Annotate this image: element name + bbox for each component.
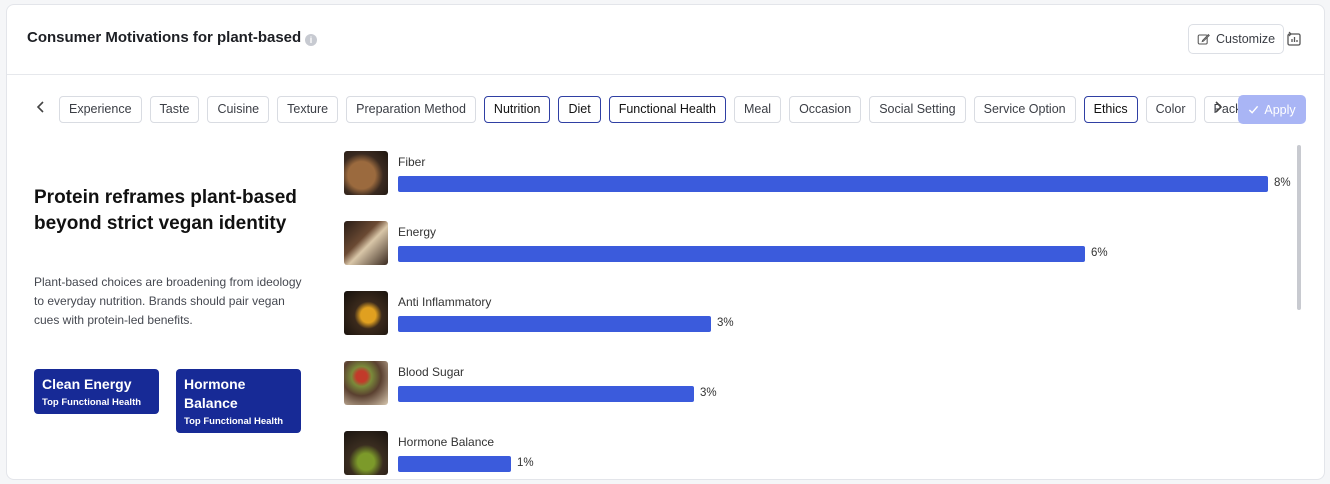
bar-value-label: 3% [717, 317, 734, 329]
badge-title: Clean Energy [42, 376, 132, 392]
chart-row: Anti Inflammatory 3% [342, 285, 1302, 335]
bar[interactable] [398, 316, 711, 332]
bar-label: Fiber [398, 155, 426, 169]
apply-label: Apply [1264, 102, 1296, 117]
edit-icon [1197, 33, 1210, 44]
chart-row: Energy 6% [342, 215, 1302, 265]
filter-chip-color[interactable]: Color [1145, 96, 1196, 123]
motivation-thumbnail [344, 221, 388, 265]
bar[interactable] [398, 386, 694, 402]
info-icon[interactable]: i [305, 34, 317, 46]
badge-clean-energy: Clean Energy Top Functional Health [34, 369, 159, 414]
filter-chip-preparation-method[interactable]: Preparation Method [346, 96, 476, 123]
filter-chip-cuisine[interactable]: Cuisine [207, 96, 270, 123]
bar-label: Anti Inflammatory [398, 295, 492, 309]
chart-row: Fiber 8% [342, 145, 1302, 195]
bar[interactable] [398, 176, 1268, 192]
filter-chip-functional-health[interactable]: Functional Health [608, 96, 726, 123]
filter-chip-nutrition[interactable]: Nutrition [483, 96, 551, 123]
bar-value-label: 8% [1274, 177, 1291, 189]
bar-value-label: 6% [1091, 247, 1108, 259]
insight-headline: Protein reframes plant-based beyond stri… [34, 187, 297, 234]
motivation-bar-chart: Fiber 8% Energy 6% Anti Inflammatory 3% Blood … [342, 145, 1302, 479]
filter-chips: Experience Taste Cuisine Texture Preparation… [59, 96, 1282, 123]
filter-chip-meal[interactable]: Meal [733, 96, 782, 123]
bar-label: Hormone Balance [398, 435, 495, 449]
badge-hormone-balance: Hormone Balance Top Functional Health [176, 369, 301, 433]
insight-description: Plant-based choices are broadening from … [34, 275, 302, 327]
export-icon[interactable] [1286, 31, 1302, 47]
filter-chip-taste[interactable]: Taste [149, 96, 200, 123]
filter-chip-diet[interactable]: Diet [558, 96, 601, 123]
filter-chip-texture[interactable]: Texture [277, 96, 339, 123]
motivation-thumbnail [344, 151, 388, 195]
filter-chip-occasion[interactable]: Occasion [789, 96, 862, 123]
motivation-thumbnail [344, 361, 388, 405]
bar-label: Energy [398, 225, 437, 239]
filter-chip-service-option[interactable]: Service Option [973, 96, 1076, 123]
chart-scrollbar[interactable] [1297, 145, 1301, 310]
bar-value-label: 3% [700, 387, 717, 399]
chevron-right-icon[interactable] [1210, 99, 1226, 115]
apply-button[interactable]: Apply [1238, 95, 1306, 124]
filter-chip-ethics[interactable]: Ethics [1083, 96, 1138, 123]
filter-chip-social-setting[interactable]: Social Setting [869, 96, 966, 123]
chevron-left-icon[interactable] [33, 99, 49, 115]
chart-row: Hormone Balance 1% [342, 425, 1302, 475]
bar-label: Blood Sugar [398, 365, 465, 379]
badge-subtitle: Top Functional Health [42, 397, 142, 408]
card-title: Consumer Motivations for plant-based [27, 29, 302, 46]
chart-row: Blood Sugar 3% [342, 355, 1302, 405]
motivation-thumbnail [344, 291, 388, 335]
motivations-card: Consumer Motivations for plant-based i C… [6, 4, 1325, 480]
badge-subtitle: Top Functional Health [184, 416, 284, 427]
customize-label: Customize [1216, 32, 1276, 46]
filter-row: Experience Taste Cuisine Texture Preparation… [7, 91, 1324, 127]
bar-value-label: 1% [517, 457, 534, 469]
bar[interactable] [398, 246, 1085, 262]
check-icon [1249, 105, 1259, 114]
badge-title: Hormone Balance [184, 376, 246, 411]
bar[interactable] [398, 456, 511, 472]
motivation-thumbnail [344, 431, 388, 475]
card-header: Consumer Motivations for plant-based i C… [7, 5, 1324, 75]
customize-button[interactable]: Customize [1188, 24, 1285, 54]
filter-chip-experience[interactable]: Experience [59, 96, 142, 123]
